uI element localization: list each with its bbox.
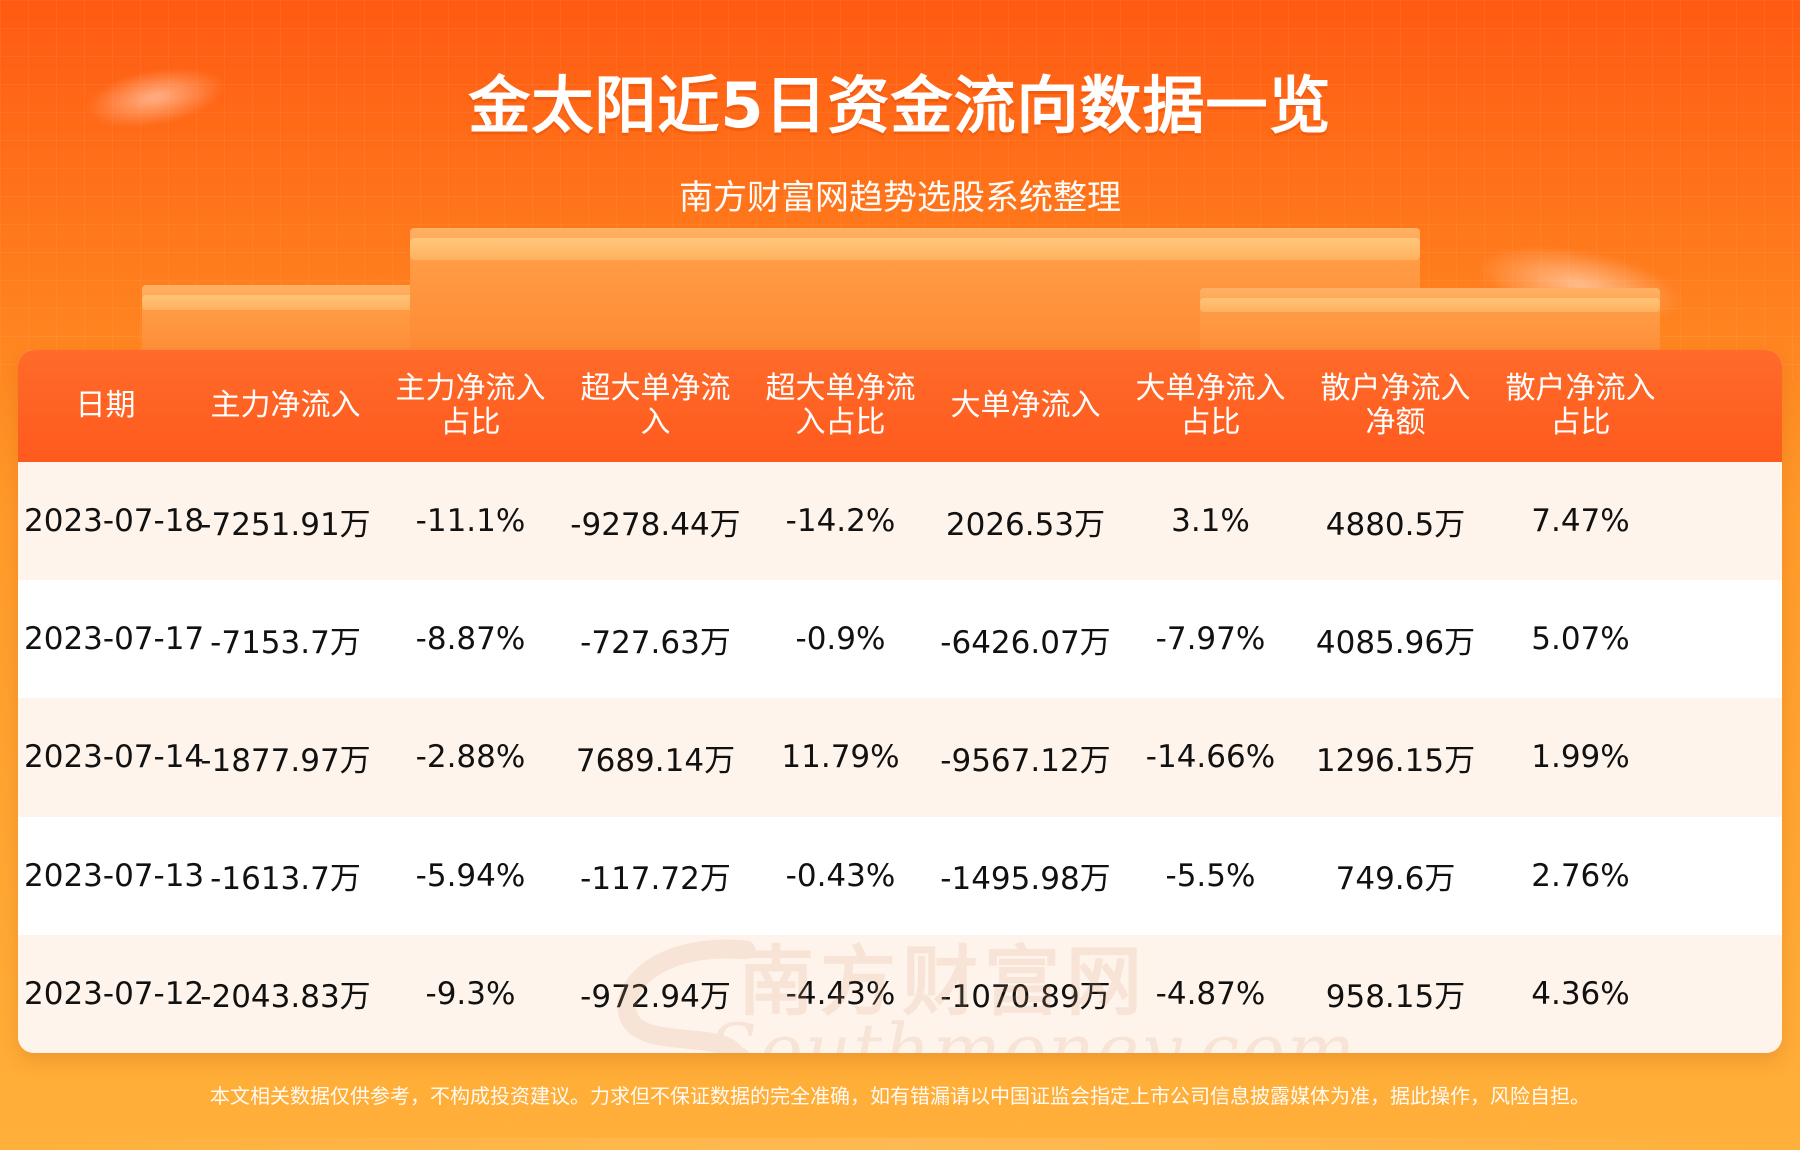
cell-main-net-inflow: -2043.83万: [200, 979, 371, 1016]
cell-main-net-inflow-ratio: -11.1%: [415, 503, 526, 540]
table-row: 2023-07-17 -7153.7万 -8.87% -727.63万 -0.9…: [18, 580, 1782, 699]
cell-main-net-inflow: -7251.91万: [200, 506, 371, 543]
cell-retail-net-inflow-ratio: 1.99%: [1531, 739, 1630, 776]
cell-retail-net-inflow-ratio: 7.47%: [1531, 503, 1630, 540]
cell-super-large-net-inflow: -727.63万: [580, 624, 731, 661]
data-panel: 日期 主力净流入 主力净流入 占比 超大单净流 入 超大单净流 入占比 大单净流…: [18, 350, 1782, 1053]
col-empty: [1673, 350, 1782, 462]
cell-large-net-inflow: -1495.98万: [940, 861, 1111, 898]
cell-large-net-inflow-ratio: 3.1%: [1171, 503, 1250, 540]
table-body: 2023-07-18 -7251.91万 -11.1% -9278.44万 -1…: [18, 462, 1782, 1053]
page-title: 金太阳近5日资金流向数据一览: [468, 69, 1332, 142]
page-subtitle: 南方财富网趋势选股系统整理: [679, 178, 1121, 218]
cell-large-net-inflow-ratio: -14.66%: [1145, 739, 1276, 776]
decorative-block-right-top: [1200, 288, 1660, 312]
col-main-net-inflow: 主力净流入: [210, 387, 361, 423]
col-super-large-net-inflow-ratio: 超大单净流 入占比: [765, 370, 916, 440]
cell-retail-net-inflow-ratio: 2.76%: [1531, 857, 1630, 894]
cell-retail-net-inflow-amount: 1296.15万: [1315, 742, 1476, 779]
cell-large-net-inflow-ratio: -7.97%: [1155, 621, 1266, 658]
cell-main-net-inflow-ratio: -2.88%: [415, 739, 526, 776]
cell-empty: [1673, 935, 1782, 1053]
cell-super-large-net-inflow-ratio: -0.9%: [795, 621, 886, 658]
cell-super-large-net-inflow-ratio: -0.43%: [785, 857, 896, 894]
cell-large-net-inflow-ratio: -4.87%: [1155, 975, 1266, 1012]
table-row: 2023-07-12 -2043.83万 -9.3% -972.94万 -4.4…: [18, 934, 1782, 1053]
cell-date: 2023-07-12: [24, 975, 205, 1012]
disclaimer: 本文相关数据仅供参考，不构成投资建议。力求但不保证数据的完全准确，如有错漏请以中…: [210, 1084, 1590, 1108]
cell-retail-net-inflow-amount: 4880.5万: [1325, 506, 1466, 543]
cell-date: 2023-07-13: [24, 857, 205, 894]
cell-super-large-net-inflow: -9278.44万: [570, 506, 741, 543]
cell-retail-net-inflow-amount: 4085.96万: [1315, 624, 1476, 661]
cell-empty: [1673, 462, 1782, 580]
cell-large-net-inflow: -1070.89万: [940, 979, 1111, 1016]
col-date: 日期: [75, 387, 136, 423]
cell-empty: [1673, 580, 1782, 698]
table-row: 2023-07-14 -1877.97万 -2.88% 7689.14万 11.…: [18, 698, 1782, 817]
cell-super-large-net-inflow-ratio: -14.2%: [785, 503, 896, 540]
cell-date: 2023-07-14: [24, 739, 205, 776]
cell-super-large-net-inflow-ratio: 11.79%: [781, 739, 900, 776]
table-header: 日期 主力净流入 主力净流入 占比 超大单净流 入 超大单净流 入占比 大单净流…: [18, 350, 1782, 462]
cell-retail-net-inflow-ratio: 4.36%: [1531, 975, 1630, 1012]
col-large-net-inflow: 大单净流入: [950, 387, 1101, 423]
cell-main-net-inflow: -1613.7万: [210, 861, 361, 898]
cell-empty: [1673, 698, 1782, 816]
cell-main-net-inflow: -1877.97万: [200, 742, 371, 779]
cell-main-net-inflow-ratio: -8.87%: [415, 621, 526, 658]
cell-large-net-inflow-ratio: -5.5%: [1165, 857, 1256, 894]
cell-super-large-net-inflow: -117.72万: [580, 861, 731, 898]
cell-date: 2023-07-18: [24, 503, 205, 540]
cell-main-net-inflow: -7153.7万: [210, 624, 361, 661]
cell-super-large-net-inflow-ratio: -4.43%: [785, 975, 896, 1012]
table-header-row: 日期 主力净流入 主力净流入 占比 超大单净流 入 超大单净流 入占比 大单净流…: [18, 350, 1782, 462]
cell-large-net-inflow: 2026.53万: [945, 506, 1106, 543]
col-super-large-net-inflow: 超大单净流 入: [580, 370, 731, 440]
cell-retail-net-inflow-ratio: 5.07%: [1531, 621, 1630, 658]
col-retail-net-inflow-ratio: 散户净流入 占比: [1505, 370, 1656, 440]
cell-large-net-inflow: -6426.07万: [940, 624, 1111, 661]
decorative-block-center-top: [410, 228, 1420, 260]
table-row: 2023-07-18 -7251.91万 -11.1% -9278.44万 -1…: [18, 462, 1782, 581]
cell-super-large-net-inflow: 7689.14万: [575, 742, 736, 779]
cell-retail-net-inflow-amount: 749.6万: [1335, 861, 1456, 898]
table-row: 2023-07-13 -1613.7万 -5.94% -117.72万 -0.4…: [18, 816, 1782, 935]
cell-date: 2023-07-17: [24, 621, 205, 658]
bottom-decoration: [0, 1138, 1800, 1150]
cell-empty: [1673, 817, 1782, 935]
cell-large-net-inflow: -9567.12万: [940, 742, 1111, 779]
fund-flow-table: 日期 主力净流入 主力净流入 占比 超大单净流 入 超大单净流 入占比 大单净流…: [18, 350, 1782, 1053]
cell-main-net-inflow-ratio: -5.94%: [415, 857, 526, 894]
cell-retail-net-inflow-amount: 958.15万: [1325, 979, 1466, 1016]
cell-main-net-inflow-ratio: -9.3%: [425, 975, 516, 1012]
col-retail-net-inflow-amount: 散户净流入 净额: [1320, 370, 1471, 440]
col-large-net-inflow-ratio: 大单净流入 占比: [1135, 370, 1286, 440]
col-main-net-inflow-ratio: 主力净流入 占比: [395, 370, 546, 440]
cell-super-large-net-inflow: -972.94万: [580, 979, 731, 1016]
